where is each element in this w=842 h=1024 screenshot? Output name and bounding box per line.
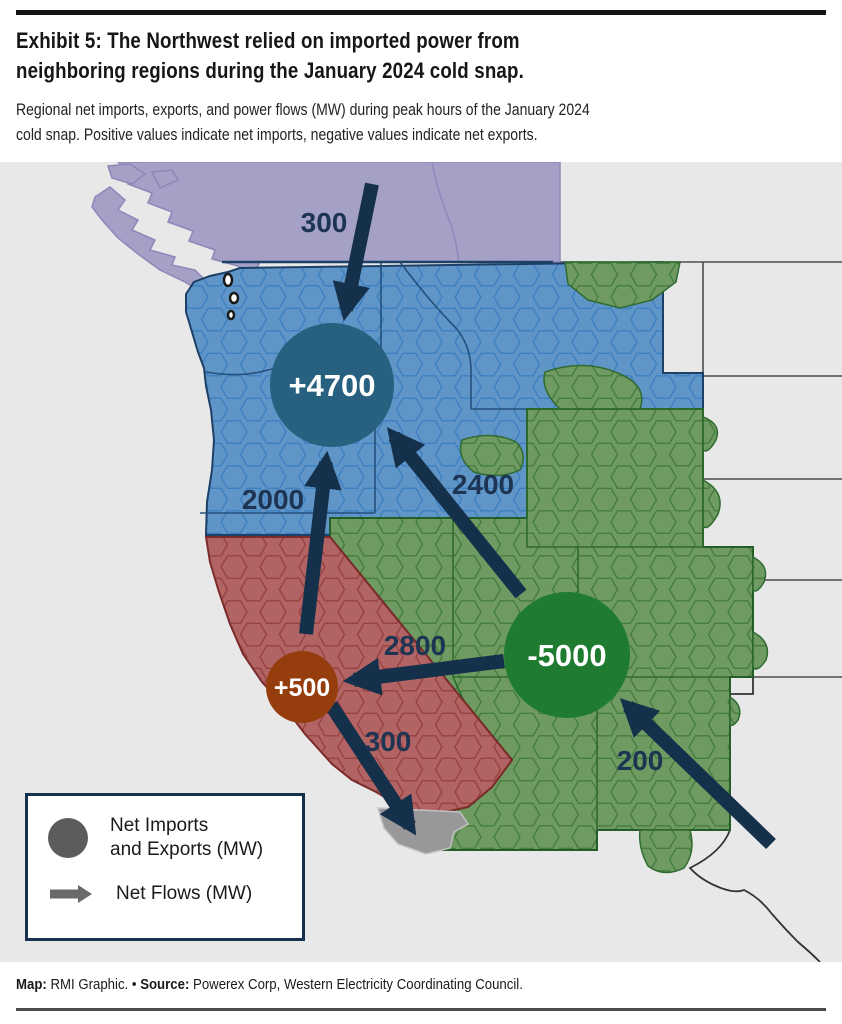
node-northwest-circle	[270, 323, 394, 447]
flow-arrow-canada-to-northwest	[332, 182, 379, 322]
node-northwest-value: +4700	[288, 368, 375, 403]
flow-label-california-to-mexico: 300	[365, 726, 412, 757]
subtitle-line-2: cold snap. Positive values indicate net …	[16, 126, 538, 144]
net-import-export-nodes: +4700 +500 -5000	[266, 323, 630, 723]
flow-arrow-texas-to-southwest	[619, 698, 776, 850]
footer-source-text: Powerex Corp, Western Electricity Coordi…	[193, 976, 523, 993]
exhibit-title: Exhibit 5: The Northwest relied on impor…	[16, 26, 815, 86]
node-california-circle	[266, 651, 338, 723]
footer-map-text: RMI Graphic. •	[50, 976, 137, 993]
legend-imports-line1: Net Imports	[110, 815, 209, 836]
flow-arrow-southwest-to-california	[342, 654, 505, 696]
flow-arrow-southwest-to-northwest	[386, 427, 527, 599]
legend-flows-label: Net Flows (MW)	[116, 883, 253, 904]
legend-item-flows: Net Flows (MW)	[48, 882, 286, 906]
southwest-patches	[459, 261, 769, 874]
title-line-1: Exhibit 5: The Northwest relied on impor…	[16, 28, 520, 53]
footer-source-label: Source:	[140, 976, 190, 993]
flow-label-southwest-to-northwest: 2400	[452, 469, 514, 500]
legend-imports-line2: and Exports (MW)	[110, 839, 264, 860]
flow-labels: 300 2000 2400 2800 300 200	[242, 207, 664, 776]
net-flows-arrow-icon	[50, 885, 92, 903]
flow-arrow-california-to-mexico	[325, 701, 417, 836]
power-flow-map: +4700 +500 -5000 300 2000 2400 2800 300 …	[0, 161, 842, 963]
subtitle-line-1: Regional net imports, exports, and power…	[16, 101, 590, 119]
flow-arrow-california-to-northwest	[299, 450, 342, 635]
exhibit-subtitle: Regional net imports, exports, and power…	[16, 98, 842, 148]
canada-province-border	[431, 161, 460, 263]
flow-label-canada-to-northwest: 300	[301, 207, 348, 238]
coastal-islands	[106, 163, 180, 189]
legend-box: Net Imports and Exports (MW) Net Flows (…	[25, 793, 305, 941]
node-southwest-circle	[504, 592, 630, 718]
legend-item-imports: Net Imports and Exports (MW)	[48, 814, 286, 862]
map-area: +4700 +500 -5000 300 2000 2400 2800 300 …	[0, 161, 842, 963]
top-rule	[16, 10, 826, 15]
net-imports-circle-icon	[48, 818, 88, 858]
flow-label-southwest-to-california: 2800	[384, 630, 446, 661]
footer-map-label: Map:	[16, 976, 47, 993]
flow-label-california-to-northwest: 2000	[242, 484, 304, 515]
flow-arrows	[299, 182, 776, 850]
puget-islands	[222, 272, 240, 321]
legend-imports-label: Net Imports and Exports (MW)	[110, 814, 263, 862]
bottom-rule	[16, 1008, 826, 1011]
node-california-value: +500	[274, 674, 330, 702]
node-southwest-value: -5000	[527, 638, 606, 673]
flow-label-texas-to-southwest: 200	[617, 745, 664, 776]
footer-credit: Map: RMI Graphic. • Source: Powerex Corp…	[16, 976, 842, 993]
title-line-2: neighboring regions during the January 2…	[16, 58, 524, 83]
